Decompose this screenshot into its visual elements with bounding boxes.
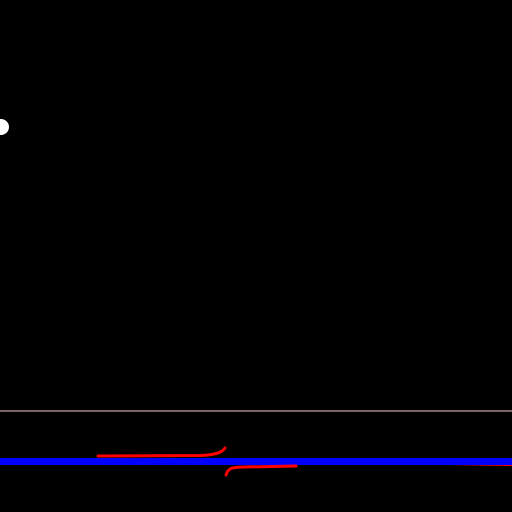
- blue-trace-band: [0, 458, 512, 465]
- white-circle-agent-icon[interactable]: [0, 119, 9, 135]
- red-trace-spike-left: [96, 446, 227, 458]
- red-trace-spike-right: [224, 464, 298, 477]
